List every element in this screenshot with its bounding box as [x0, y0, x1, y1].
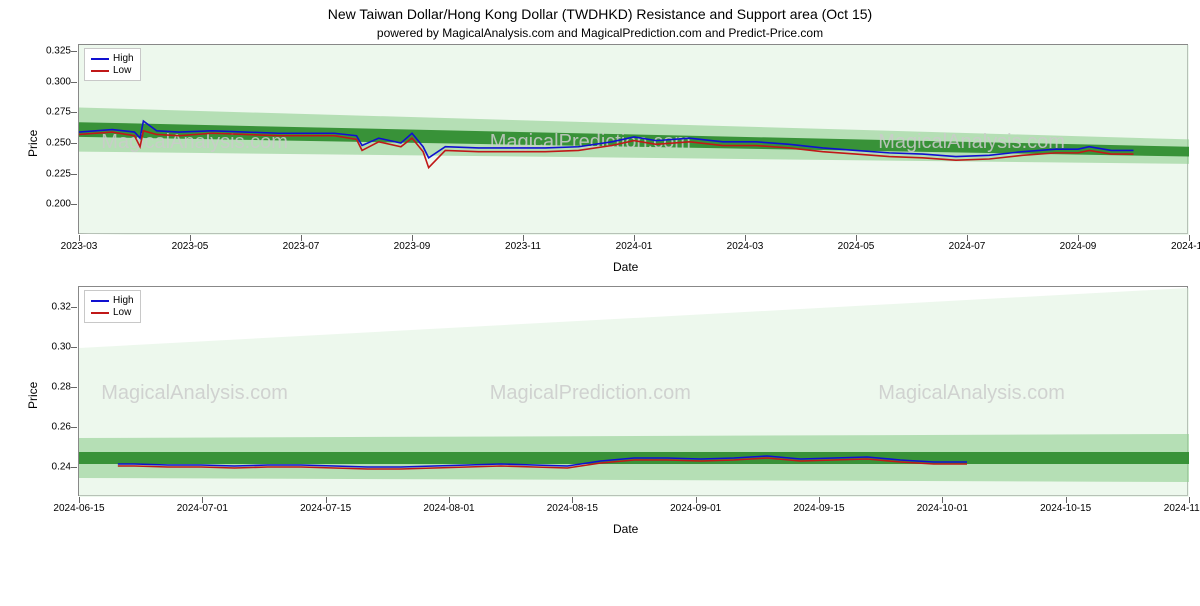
plot-area-bottom: MagicalAnalysis.comMagicalPrediction.com… [78, 286, 1188, 496]
xtick-label: 2024-10-01 [917, 495, 968, 514]
xtick-label: 2024-09 [1060, 233, 1097, 252]
ytick-label: 0.275 [46, 107, 79, 118]
ytick-label: 0.30 [52, 342, 79, 353]
legend-item-high: High [91, 53, 134, 64]
xtick-label: 2024-11 [1171, 233, 1200, 252]
legend-item-low: Low [91, 307, 134, 318]
legend-swatch-low [91, 70, 109, 72]
xtick-label: 2023-07 [283, 233, 320, 252]
chart-top: MagicalAnalysis.comMagicalPrediction.com… [8, 44, 1192, 282]
xlabel-top: Date [613, 260, 638, 274]
chart-subtitle: powered by MagicalAnalysis.com and Magic… [0, 26, 1200, 40]
legend-item-high: High [91, 295, 134, 306]
legend-label-low: Low [113, 65, 131, 76]
xtick-label: 2023-11 [505, 233, 541, 252]
ytick-label: 0.28 [52, 382, 79, 393]
xlabel-bottom: Date [613, 522, 638, 536]
xtick-label: 2023-05 [172, 233, 209, 252]
xtick-label: 2024-08-15 [547, 495, 598, 514]
xtick-label: 2024-10-15 [1040, 495, 1091, 514]
ytick-label: 0.200 [46, 199, 79, 210]
plot-area-top: MagicalAnalysis.comMagicalPrediction.com… [78, 44, 1188, 234]
xtick-label: 2023-09 [394, 233, 431, 252]
xtick-label: 2024-09-01 [670, 495, 721, 514]
legend-item-low: Low [91, 65, 134, 76]
ytick-label: 0.26 [52, 422, 79, 433]
series-high [118, 456, 967, 467]
legend-swatch-high [91, 300, 109, 302]
ylabel-top: Price [26, 130, 40, 157]
legend-top: High Low [84, 48, 141, 81]
xtick-label: 2024-07 [949, 233, 986, 252]
xtick-label: 2024-01 [616, 233, 653, 252]
series-low [79, 131, 1134, 168]
legend-swatch-low [91, 312, 109, 314]
line-series [79, 287, 1189, 497]
xtick-label: 2024-06-15 [53, 495, 104, 514]
line-series [79, 45, 1189, 235]
chart-title: New Taiwan Dollar/Hong Kong Dollar (TWDH… [0, 6, 1200, 22]
xtick-label: 2024-07-01 [177, 495, 228, 514]
xtick-label: 2024-09-15 [793, 495, 844, 514]
ylabel-bottom: Price [26, 382, 40, 409]
ytick-label: 0.24 [52, 462, 79, 473]
ytick-label: 0.225 [46, 168, 79, 179]
series-low [118, 458, 967, 469]
legend-label-high: High [113, 295, 134, 306]
ytick-label: 0.32 [52, 302, 79, 313]
ytick-label: 0.250 [46, 138, 79, 149]
xtick-label: 2024-11-01 [1164, 495, 1200, 514]
chart-bottom: MagicalAnalysis.comMagicalPrediction.com… [8, 286, 1192, 548]
series-high [79, 121, 1134, 158]
xtick-label: 2024-03 [727, 233, 764, 252]
xtick-label: 2024-08-01 [423, 495, 474, 514]
legend-bottom: High Low [84, 290, 141, 323]
ytick-label: 0.325 [46, 46, 79, 57]
xtick-label: 2023-03 [61, 233, 98, 252]
ytick-label: 0.300 [46, 76, 79, 87]
legend-label-high: High [113, 53, 134, 64]
legend-swatch-high [91, 58, 109, 60]
xtick-label: 2024-05 [838, 233, 875, 252]
xtick-label: 2024-07-15 [300, 495, 351, 514]
legend-label-low: Low [113, 307, 131, 318]
